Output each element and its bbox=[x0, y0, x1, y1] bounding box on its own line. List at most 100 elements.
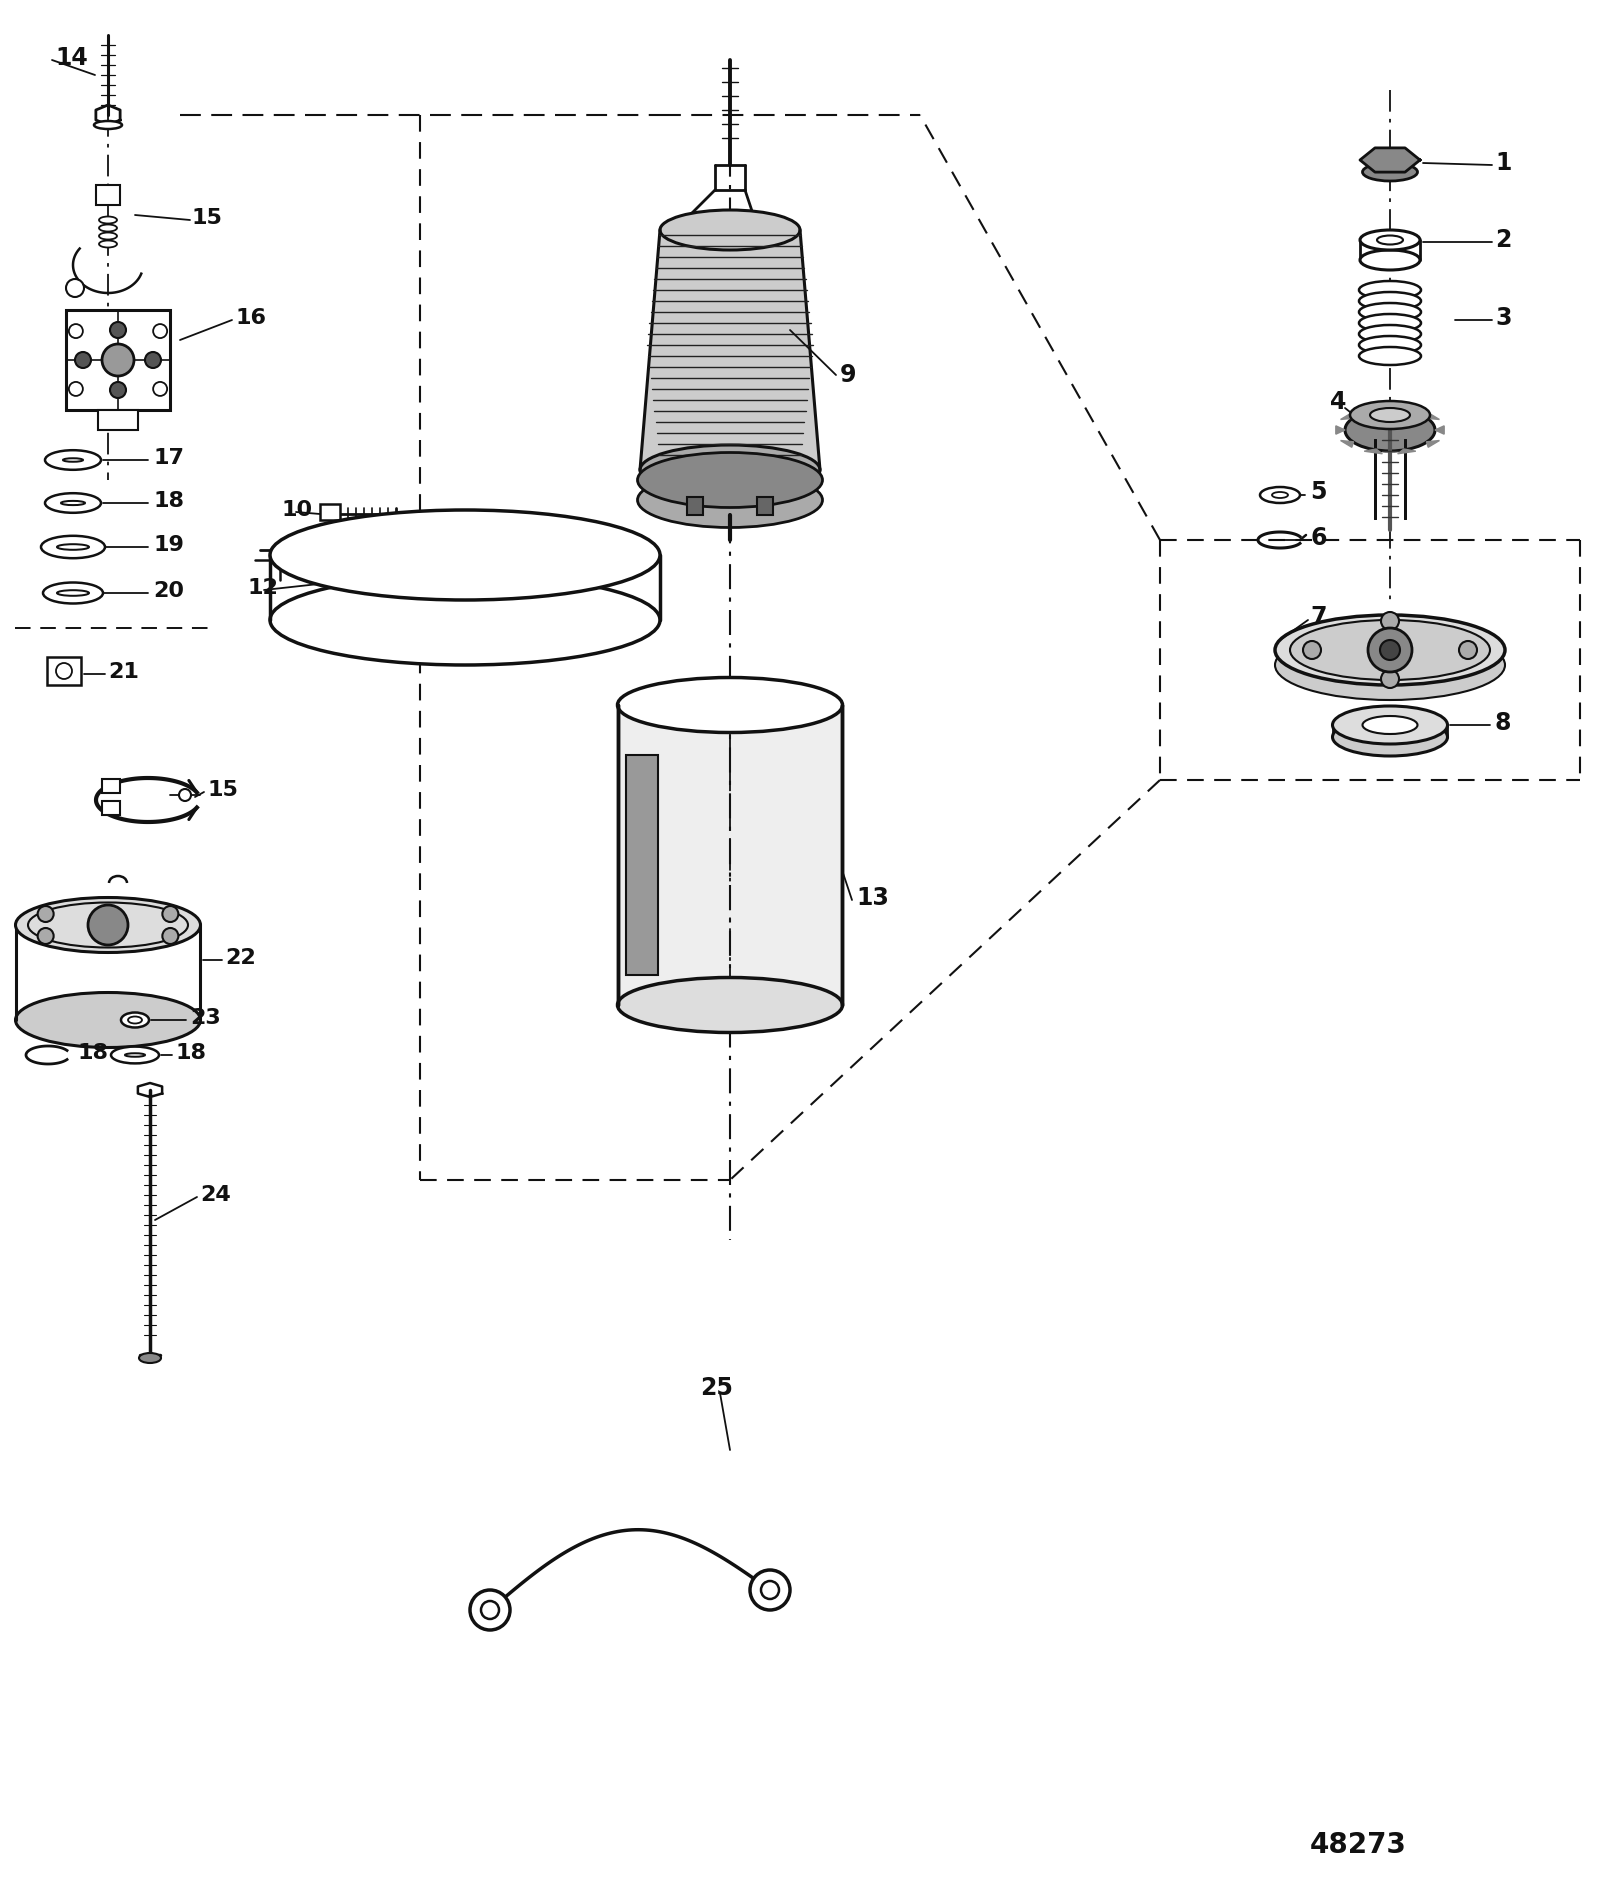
Ellipse shape bbox=[99, 240, 117, 247]
Circle shape bbox=[482, 1600, 499, 1619]
Text: 24: 24 bbox=[200, 1185, 230, 1206]
Ellipse shape bbox=[45, 451, 101, 470]
Circle shape bbox=[162, 906, 178, 923]
Ellipse shape bbox=[1333, 706, 1448, 743]
Circle shape bbox=[1381, 670, 1398, 689]
Ellipse shape bbox=[99, 232, 117, 240]
Circle shape bbox=[38, 928, 54, 944]
Text: 12: 12 bbox=[248, 577, 278, 598]
Text: 3: 3 bbox=[1494, 306, 1512, 330]
Ellipse shape bbox=[122, 1013, 149, 1028]
Circle shape bbox=[110, 381, 126, 398]
Ellipse shape bbox=[1275, 630, 1506, 700]
Bar bbox=[66, 309, 170, 409]
Circle shape bbox=[66, 279, 83, 296]
Ellipse shape bbox=[618, 677, 843, 732]
Polygon shape bbox=[1360, 147, 1421, 172]
Text: 15: 15 bbox=[192, 208, 222, 228]
Ellipse shape bbox=[62, 459, 83, 462]
Ellipse shape bbox=[661, 209, 800, 249]
Polygon shape bbox=[1398, 449, 1416, 453]
Ellipse shape bbox=[618, 977, 843, 1032]
Ellipse shape bbox=[1272, 493, 1288, 498]
Bar bbox=[96, 185, 120, 206]
Ellipse shape bbox=[270, 509, 661, 600]
Text: 10: 10 bbox=[282, 500, 314, 521]
Bar bbox=[102, 779, 120, 793]
Polygon shape bbox=[1435, 426, 1445, 434]
Ellipse shape bbox=[99, 225, 117, 232]
Text: 18: 18 bbox=[154, 491, 184, 511]
Circle shape bbox=[154, 325, 166, 338]
Ellipse shape bbox=[1360, 230, 1421, 249]
Ellipse shape bbox=[1358, 292, 1421, 309]
Circle shape bbox=[1302, 642, 1322, 659]
Polygon shape bbox=[1365, 406, 1382, 411]
Ellipse shape bbox=[110, 1047, 158, 1064]
Text: 20: 20 bbox=[154, 581, 184, 600]
Ellipse shape bbox=[29, 902, 189, 947]
Text: 5: 5 bbox=[1310, 479, 1326, 504]
Text: 21: 21 bbox=[109, 662, 139, 681]
Polygon shape bbox=[1365, 449, 1382, 453]
Text: 25: 25 bbox=[701, 1376, 733, 1400]
Bar bbox=[626, 755, 658, 976]
Polygon shape bbox=[1341, 440, 1354, 447]
Text: 18: 18 bbox=[176, 1044, 206, 1062]
Ellipse shape bbox=[58, 543, 90, 549]
Circle shape bbox=[102, 343, 134, 376]
Ellipse shape bbox=[1378, 236, 1403, 245]
Ellipse shape bbox=[1358, 325, 1421, 343]
Ellipse shape bbox=[1370, 408, 1410, 423]
Ellipse shape bbox=[45, 493, 101, 513]
Text: 2: 2 bbox=[1494, 228, 1512, 253]
Ellipse shape bbox=[61, 500, 85, 506]
Circle shape bbox=[110, 323, 126, 338]
Circle shape bbox=[179, 789, 190, 800]
Ellipse shape bbox=[640, 445, 819, 494]
Text: 4: 4 bbox=[1330, 391, 1346, 413]
Bar bbox=[46, 657, 82, 685]
Ellipse shape bbox=[1333, 717, 1448, 757]
Ellipse shape bbox=[1290, 621, 1490, 679]
Text: 6: 6 bbox=[1310, 526, 1326, 549]
Ellipse shape bbox=[16, 993, 200, 1047]
Ellipse shape bbox=[1346, 409, 1435, 451]
Ellipse shape bbox=[1358, 304, 1421, 321]
Text: 22: 22 bbox=[226, 947, 256, 968]
Ellipse shape bbox=[1275, 615, 1506, 685]
Bar bbox=[686, 496, 702, 515]
Polygon shape bbox=[1427, 413, 1440, 419]
Circle shape bbox=[750, 1570, 790, 1610]
Ellipse shape bbox=[125, 1053, 146, 1057]
Circle shape bbox=[1368, 628, 1413, 672]
Ellipse shape bbox=[94, 121, 122, 128]
Circle shape bbox=[69, 325, 83, 338]
Ellipse shape bbox=[637, 453, 822, 508]
Ellipse shape bbox=[1350, 402, 1430, 428]
Bar bbox=[757, 496, 773, 515]
Polygon shape bbox=[1427, 440, 1440, 447]
Bar bbox=[102, 800, 120, 815]
Ellipse shape bbox=[270, 576, 661, 664]
Text: 15: 15 bbox=[206, 779, 238, 800]
Ellipse shape bbox=[58, 591, 90, 596]
Text: 1: 1 bbox=[1494, 151, 1512, 175]
Ellipse shape bbox=[1261, 487, 1299, 504]
Circle shape bbox=[154, 381, 166, 396]
Ellipse shape bbox=[139, 1353, 162, 1362]
Bar bbox=[320, 504, 339, 521]
Text: 14: 14 bbox=[54, 45, 88, 70]
Text: 9: 9 bbox=[840, 362, 856, 387]
Ellipse shape bbox=[42, 536, 106, 559]
Polygon shape bbox=[1336, 426, 1346, 434]
Ellipse shape bbox=[1358, 347, 1421, 364]
Circle shape bbox=[1459, 642, 1477, 659]
Text: 23: 23 bbox=[190, 1008, 221, 1028]
Ellipse shape bbox=[1358, 313, 1421, 332]
Ellipse shape bbox=[1363, 715, 1418, 734]
Polygon shape bbox=[640, 230, 819, 470]
Bar bbox=[98, 409, 138, 430]
Text: 19: 19 bbox=[154, 536, 184, 555]
Ellipse shape bbox=[99, 217, 117, 223]
